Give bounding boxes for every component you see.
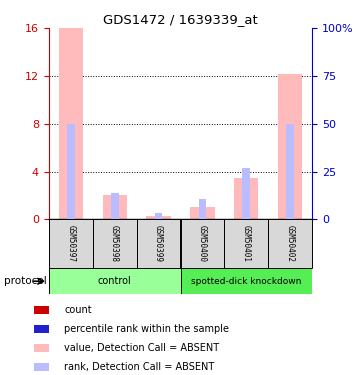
- Bar: [111, 193, 118, 219]
- Text: percentile rank within the sample: percentile rank within the sample: [65, 324, 230, 334]
- Bar: [49, 268, 180, 294]
- Text: GDS1472 / 1639339_at: GDS1472 / 1639339_at: [103, 13, 258, 26]
- Text: GSM50400: GSM50400: [198, 225, 207, 262]
- Text: GSM50402: GSM50402: [286, 225, 295, 262]
- Bar: [225, 219, 268, 268]
- Text: GSM50397: GSM50397: [66, 225, 75, 262]
- Bar: [243, 168, 250, 219]
- Bar: [93, 219, 136, 268]
- Text: protocol: protocol: [4, 276, 46, 286]
- Bar: [180, 219, 225, 268]
- Bar: [190, 207, 214, 219]
- Text: GSM50401: GSM50401: [242, 225, 251, 262]
- Bar: [34, 363, 49, 371]
- Text: spotted-dick knockdown: spotted-dick knockdown: [191, 277, 301, 286]
- Bar: [180, 268, 312, 294]
- Bar: [34, 326, 49, 333]
- Bar: [34, 306, 49, 314]
- Bar: [278, 74, 303, 219]
- Text: value, Detection Call = ABSENT: value, Detection Call = ABSENT: [65, 343, 219, 353]
- Text: GSM50398: GSM50398: [110, 225, 119, 262]
- Bar: [234, 177, 258, 219]
- Bar: [268, 219, 312, 268]
- Bar: [67, 124, 75, 219]
- Text: count: count: [65, 305, 92, 315]
- Bar: [103, 195, 127, 219]
- Text: control: control: [98, 276, 131, 286]
- Bar: [136, 219, 180, 268]
- Text: GSM50399: GSM50399: [154, 225, 163, 262]
- Bar: [58, 28, 83, 219]
- Bar: [49, 219, 93, 268]
- Bar: [199, 199, 206, 219]
- Bar: [155, 213, 162, 219]
- Bar: [34, 344, 49, 352]
- Text: rank, Detection Call = ABSENT: rank, Detection Call = ABSENT: [65, 362, 215, 372]
- Bar: [286, 124, 294, 219]
- Bar: [147, 216, 171, 219]
